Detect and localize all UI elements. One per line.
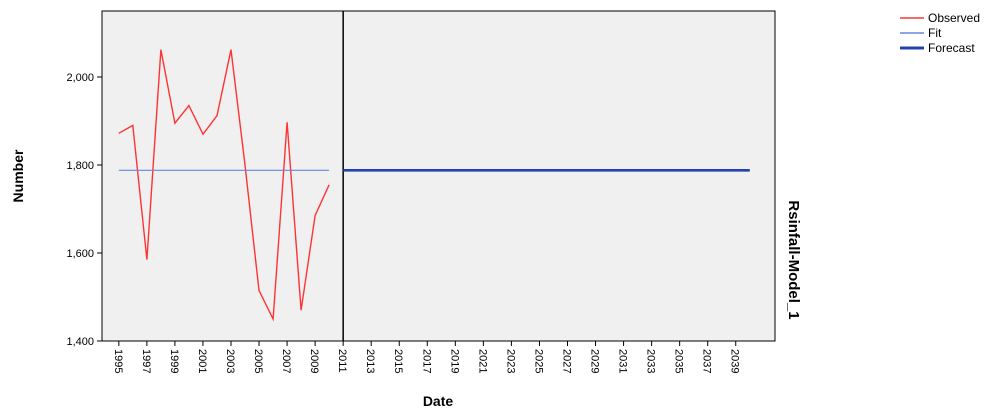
x-tick-label-2017: 2017: [420, 349, 432, 373]
y-axis-title: Number: [10, 149, 26, 202]
x-tick-label-2031: 2031: [617, 349, 629, 373]
x-tick-label-2021: 2021: [476, 349, 488, 373]
x-tick-label-2033: 2033: [645, 349, 657, 373]
x-tick-label-2037: 2037: [701, 349, 713, 373]
x-tick-label-1995: 1995: [112, 349, 124, 373]
x-tick-label-2003: 2003: [224, 349, 236, 373]
legend-label-fit: Fit: [928, 26, 942, 40]
x-tick-label-2013: 2013: [364, 349, 376, 373]
x-tick-label-2039: 2039: [729, 349, 741, 373]
x-tick-label-2001: 2001: [196, 349, 208, 373]
x-tick-label-2009: 2009: [308, 349, 320, 373]
y-tick-label-1600: 1,600: [66, 248, 94, 260]
y-tick-label-2000: 2,000: [66, 72, 94, 84]
y-tick-label-1800: 1,800: [66, 160, 94, 172]
x-tick-label-2005: 2005: [252, 349, 264, 373]
x-tick-label-1999: 1999: [168, 349, 180, 373]
x-tick-label-2023: 2023: [504, 349, 516, 373]
x-axis-title: Date: [423, 393, 454, 409]
x-tick-label-2019: 2019: [448, 349, 460, 373]
legend: Observed Fit Forecast: [900, 11, 980, 55]
panel-label: Rsinfall-Model_1: [785, 200, 802, 319]
x-tick-label-2025: 2025: [532, 349, 544, 373]
series-layer: [118, 49, 750, 322]
y-axis: 1,400 1,600 1,800 2,000: [66, 72, 102, 348]
x-tick-label-2007: 2007: [280, 349, 292, 373]
x-tick-label-2027: 2027: [560, 349, 572, 373]
x-tick-label-2015: 2015: [392, 349, 404, 373]
y-tick-label-1400: 1,400: [66, 336, 94, 348]
x-tick-label-1997: 1997: [140, 349, 152, 373]
x-tick-label-2035: 2035: [673, 349, 685, 373]
legend-label-forecast: Forecast: [928, 41, 975, 55]
x-axis: 1995 1997 1999 2001 2003 2005 2007 2009 2011 2013…: [112, 341, 741, 373]
series-line-observed: [118, 49, 330, 322]
x-tick-label-2011: 2011: [336, 349, 348, 373]
plot-area: [101, 10, 776, 342]
x-tick-label-2029: 2029: [589, 349, 601, 373]
legend-label-observed: Observed: [928, 11, 980, 25]
